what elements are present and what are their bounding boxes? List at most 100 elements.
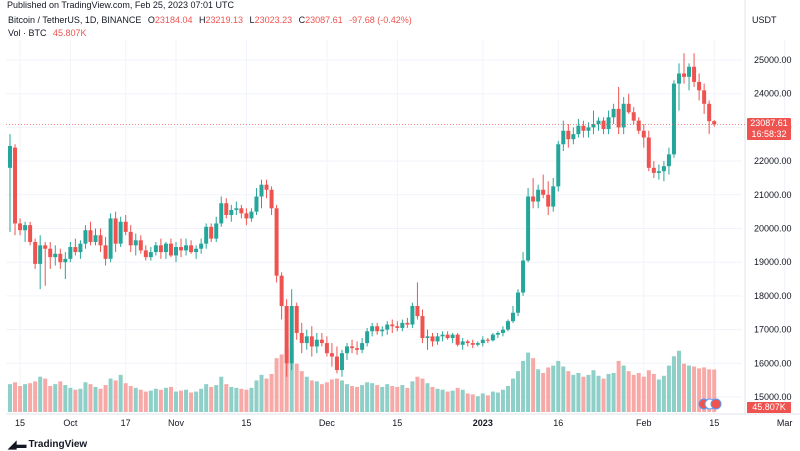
volume-bar: [676, 350, 681, 412]
volume-bar: [143, 391, 148, 412]
candle-body: [365, 331, 370, 344]
volume-bar: [531, 358, 536, 412]
volume-bar: [299, 371, 304, 412]
candle-body: [63, 258, 68, 263]
candle-body: [551, 186, 556, 207]
candle-body: [495, 332, 500, 335]
currency-label[interactable]: USDT: [752, 15, 777, 25]
volume-bar: [209, 386, 214, 412]
volume-bar: [38, 376, 43, 412]
candle-body: [631, 112, 636, 121]
volume-bar: [23, 384, 28, 412]
y-tick-label: 22000.00: [754, 156, 792, 166]
candle-body: [641, 130, 646, 138]
y-tick-label: 21000.00: [754, 190, 792, 200]
volume-bar: [204, 384, 209, 412]
candle-body: [294, 306, 299, 333]
candle-body: [274, 208, 279, 276]
candle-body: [460, 341, 465, 345]
candle-body: [596, 120, 601, 125]
y-tick-label: 18000.00: [754, 291, 792, 301]
volume-bar: [113, 380, 118, 412]
x-tick-label: 15: [15, 418, 25, 428]
candle-body: [249, 211, 254, 219]
candle-body: [702, 90, 707, 104]
symbol-legend: Bitcoin / TetherUS, 1D, BINANCE O23184.0…: [8, 15, 412, 25]
candle-body: [133, 240, 138, 246]
candle-body: [153, 245, 158, 253]
volume-bar: [370, 383, 375, 412]
candle-body: [671, 83, 676, 155]
volume-bar: [636, 373, 641, 412]
volume-bar: [405, 387, 410, 412]
y-tick-label: 25000.00: [754, 55, 792, 65]
candle-body: [138, 240, 143, 251]
candle-body: [420, 316, 425, 339]
candle-body: [430, 336, 435, 342]
volume-bar: [465, 393, 470, 412]
high-value: 23219.13: [205, 15, 244, 25]
tradingview-logo[interactable]: ◢▬ TradingView: [8, 438, 87, 451]
volume-bar: [697, 368, 702, 412]
event-marker-icon: [710, 398, 722, 410]
candle-body: [380, 329, 385, 332]
candle-body: [184, 245, 189, 251]
volume-bar: [702, 367, 707, 412]
symbol-title[interactable]: Bitcoin / TetherUS, 1D, BINANCE: [8, 15, 142, 25]
volume-bar: [33, 381, 38, 412]
y-tick-label: 16000.00: [754, 358, 792, 368]
volume-bar: [13, 382, 18, 412]
volume-bar: [712, 369, 717, 412]
candle-body: [33, 241, 38, 264]
volume-bar: [586, 374, 591, 412]
x-tick-label: 2023: [473, 418, 493, 428]
candle-body: [168, 243, 173, 256]
candle-body: [712, 121, 717, 125]
change-value: -97.68 (-0.42%): [349, 15, 412, 25]
candle-body: [682, 73, 687, 77]
volume-bar: [561, 366, 566, 412]
volume-bar: [153, 388, 158, 412]
volume-bar: [440, 389, 445, 412]
volume-bar: [596, 375, 601, 412]
volume-bar: [687, 365, 692, 412]
volume-bar: [88, 384, 93, 412]
volume-bar: [591, 370, 596, 412]
candle-body: [279, 275, 284, 307]
volume-bar: [626, 371, 631, 412]
candle-body: [697, 81, 702, 91]
candle-body: [651, 167, 656, 173]
volume-bar: [304, 376, 309, 412]
candle-body: [707, 103, 712, 122]
candle-body: [88, 230, 93, 242]
candle-body: [329, 353, 334, 357]
candle-body: [475, 343, 480, 345]
close-label: C: [298, 15, 306, 25]
volume-bar: [490, 391, 495, 412]
candle-body: [480, 339, 485, 344]
volume-label[interactable]: Vol · BTC: [8, 28, 47, 38]
volume-bar: [475, 396, 480, 412]
candle-body: [636, 120, 641, 131]
volume-bar: [611, 373, 616, 412]
volume-bar: [168, 386, 173, 412]
volume-bar: [189, 392, 194, 412]
volume-bar: [656, 379, 661, 412]
candle-body: [58, 253, 63, 263]
volume-bar: [666, 365, 671, 412]
candle-body: [259, 184, 264, 197]
y-tick-label: 15000.00: [754, 392, 792, 402]
volume-bar: [244, 389, 249, 412]
volume-bar: [219, 376, 224, 412]
candle-body: [465, 341, 470, 344]
candle-body: [289, 306, 294, 364]
candle-body: [199, 243, 204, 249]
volume-bar: [516, 371, 521, 412]
candle-body: [38, 245, 43, 264]
candle-body: [93, 235, 98, 242]
candle-body: [400, 322, 405, 328]
candle-body: [666, 154, 671, 167]
volume-bar: [631, 374, 636, 412]
candle-body: [128, 231, 133, 246]
